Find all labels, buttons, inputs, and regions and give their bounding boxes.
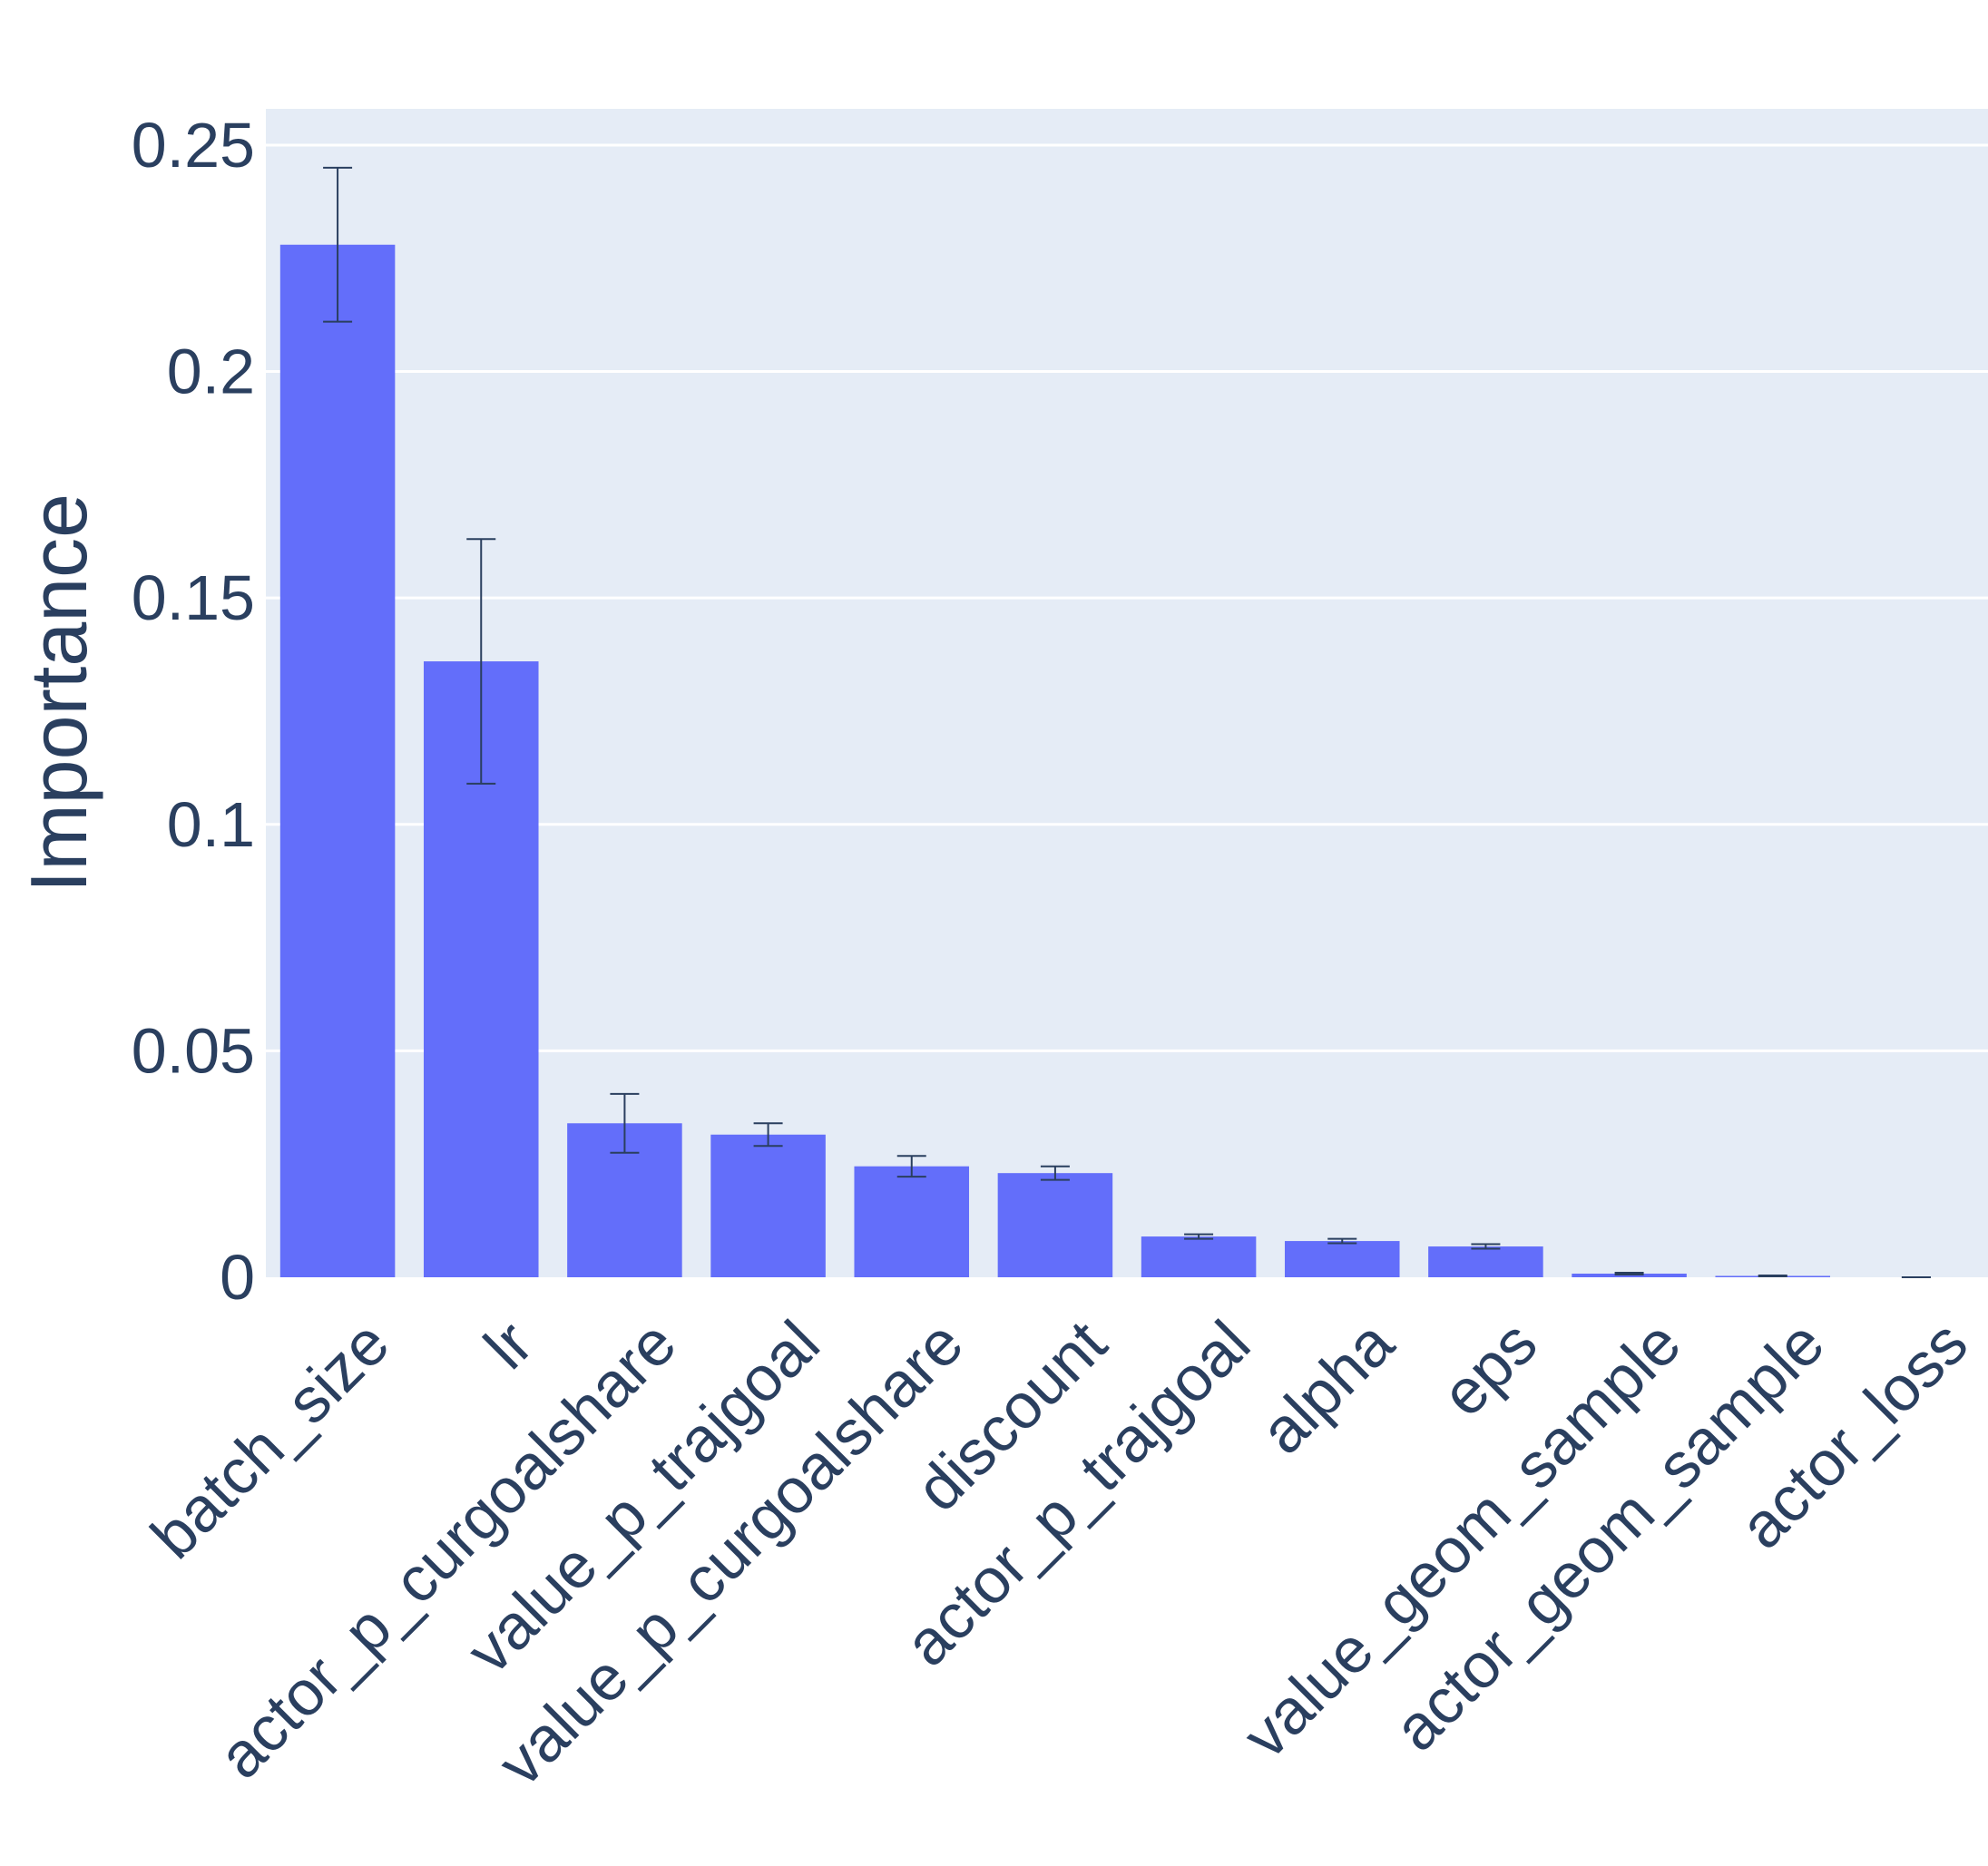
error-bar-eps bbox=[1471, 1243, 1501, 1250]
error-bar-lr bbox=[466, 538, 496, 785]
error-bar-value_geom_sample bbox=[1614, 1272, 1644, 1276]
y-tick-labels: 0 0.05 0.1 0.15 0.2 0.25 bbox=[132, 110, 255, 1313]
gridlines bbox=[266, 143, 1988, 1052]
x-tick-label: alpha bbox=[1247, 1307, 1406, 1467]
y-tick-label: 0.25 bbox=[132, 110, 255, 181]
error-bar-discount bbox=[1040, 1165, 1070, 1181]
bar-actor_p_trajgoal bbox=[1141, 1236, 1257, 1277]
error-bars bbox=[323, 166, 1931, 1278]
bar-alpha bbox=[1284, 1241, 1400, 1277]
bar-value_p_curgoalshare bbox=[854, 1166, 970, 1277]
x-tick-label: batch_size bbox=[138, 1307, 403, 1572]
y-tick-label: 0.05 bbox=[132, 1015, 255, 1086]
error-bar-alpha bbox=[1327, 1237, 1357, 1245]
y-tick-label: 0.2 bbox=[167, 337, 255, 407]
error-bar-value_p_trajgoal bbox=[753, 1122, 783, 1148]
error-bar-actor_p_trajgoal bbox=[1184, 1233, 1214, 1240]
y-tick-label: 0 bbox=[220, 1242, 255, 1313]
x-tick-label: lr bbox=[471, 1307, 546, 1382]
error-bar-actor_geom_sample bbox=[1758, 1275, 1787, 1278]
y-tick-label: 0.1 bbox=[167, 789, 255, 860]
bar-value_p_trajgoal bbox=[710, 1134, 826, 1277]
bar-discount bbox=[997, 1173, 1113, 1277]
error-bar-batch_size bbox=[323, 166, 353, 323]
bar-eps bbox=[1428, 1246, 1543, 1277]
plot-area bbox=[266, 109, 1988, 1277]
y-tick-label: 0.15 bbox=[132, 562, 255, 633]
x-tick-labels: batch_size lractor_p_curgoalsharevalue_p_… bbox=[138, 1307, 1982, 1799]
error-bar-actor_p_curgoalshare bbox=[610, 1092, 640, 1154]
x-tick-label: eps bbox=[1428, 1307, 1551, 1430]
y-axis-title: Importance bbox=[14, 493, 103, 893]
error-bar-value_p_curgoalshare bbox=[896, 1155, 926, 1178]
bar-batch_size bbox=[279, 244, 396, 1277]
bars bbox=[279, 244, 1831, 1277]
